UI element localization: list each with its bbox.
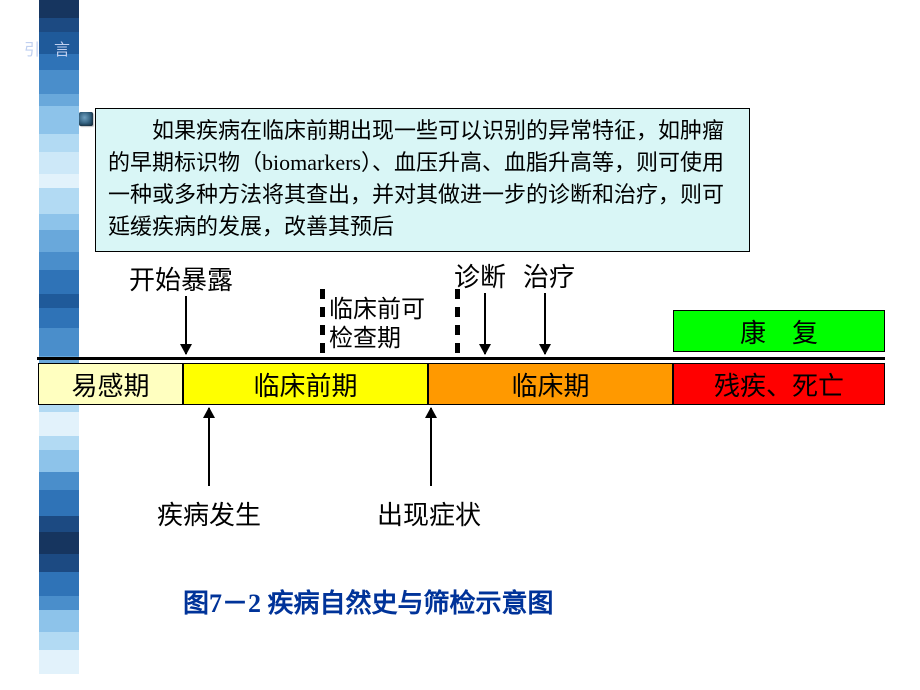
stage-outcome: 残疾、死亡 bbox=[673, 363, 885, 405]
figure-caption: 图7－2 疾病自然史与筛检示意图 bbox=[183, 583, 554, 620]
stage-label: 易感期 bbox=[71, 366, 149, 403]
stage-clinical: 临床期 bbox=[428, 363, 673, 405]
arrow-treatment bbox=[544, 293, 546, 354]
label-diagnosis: 诊断 bbox=[454, 257, 506, 294]
stage-label: 临床期 bbox=[511, 366, 589, 403]
description-box: 如果疾病在临床前期出现一些可以识别的异常特征，如肿瘤的早期标识物（biomark… bbox=[95, 108, 750, 252]
dash-preclinical-end bbox=[455, 289, 460, 355]
arrow-symptom-onset bbox=[430, 408, 432, 486]
label-preclinical-window-2: 检查期 bbox=[329, 318, 401, 353]
dash-preclinical-start bbox=[320, 289, 325, 355]
description-text: 如果疾病在临床前期出现一些可以识别的异常特征，如肿瘤的早期标识物（biomark… bbox=[108, 115, 737, 243]
stage-preclinical: 临床前期 bbox=[183, 363, 428, 405]
section-label: 引言 bbox=[24, 36, 84, 60]
label-start-exposure: 开始暴露 bbox=[129, 260, 233, 297]
decorative-stripe bbox=[39, 0, 79, 690]
stage-recovery: 康 复 bbox=[673, 310, 885, 352]
label-treatment: 治疗 bbox=[523, 257, 575, 294]
timeline-axis bbox=[37, 357, 885, 360]
stage-label: 残疾、死亡 bbox=[714, 366, 844, 403]
label-symptom-onset: 出现症状 bbox=[377, 495, 481, 532]
stage-susceptible: 易感期 bbox=[38, 363, 183, 405]
arrow-start-exposure bbox=[185, 296, 187, 354]
bullet-icon bbox=[79, 112, 93, 126]
label-disease-onset: 疾病发生 bbox=[157, 495, 261, 532]
stage-label: 康 复 bbox=[740, 313, 818, 350]
arrow-disease-onset bbox=[208, 408, 210, 486]
arrow-diagnosis bbox=[484, 293, 486, 354]
stage-label: 临床前期 bbox=[253, 366, 357, 403]
